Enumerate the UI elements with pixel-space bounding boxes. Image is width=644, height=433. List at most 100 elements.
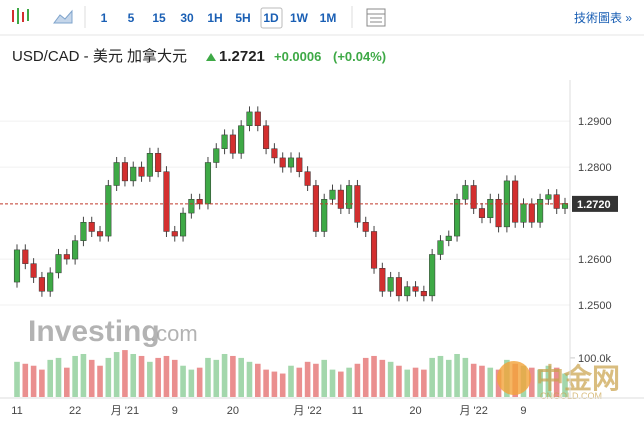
volume-bar xyxy=(246,361,253,397)
volume-bar xyxy=(537,369,543,397)
candle-body xyxy=(72,240,79,260)
volume-bar xyxy=(296,367,303,397)
volume-bar xyxy=(55,357,62,397)
volume-bar xyxy=(454,353,460,397)
candle-body xyxy=(204,162,212,205)
interval-button[interactable]: 1 xyxy=(101,11,108,25)
y-tick-label: 1.2500 xyxy=(578,300,612,312)
candle-body xyxy=(346,185,353,209)
candle-icon[interactable] xyxy=(22,12,24,22)
candle-body xyxy=(221,134,228,149)
volume-bar xyxy=(271,371,278,397)
y-tick-label: 1.2900 xyxy=(578,116,612,128)
watermark: 中金网 xyxy=(536,362,620,394)
x-tick-label: 9 xyxy=(172,405,178,417)
x-tick-label: 月 '22 xyxy=(293,405,321,417)
volume-bar xyxy=(404,369,411,397)
candle-body xyxy=(321,199,328,232)
candle-body xyxy=(379,268,386,292)
candle-body xyxy=(163,171,170,232)
volume-bar xyxy=(462,357,469,397)
candle-body xyxy=(545,194,552,200)
area-icon[interactable] xyxy=(53,9,73,24)
interval-button[interactable]: 1M xyxy=(320,11,337,25)
interval-button[interactable]: 5H xyxy=(235,11,250,25)
volume-bar xyxy=(230,355,236,397)
candle-body xyxy=(304,171,311,186)
volume-bar xyxy=(205,357,211,397)
volume-bar xyxy=(379,359,386,397)
volume-bar xyxy=(97,365,103,397)
interval-button[interactable]: 1D xyxy=(263,11,279,25)
toolbar: 技術圖表 » xyxy=(12,6,632,29)
volume-bar xyxy=(155,357,161,397)
volume-bar xyxy=(147,361,153,397)
candle-body xyxy=(312,185,319,232)
volume-bar xyxy=(113,352,120,397)
volume-bar xyxy=(163,355,170,397)
volume-bar xyxy=(313,363,319,397)
candle-body xyxy=(155,153,162,172)
volume-bar xyxy=(130,353,137,397)
tech-chart-link[interactable]: 技術圖表 » xyxy=(574,11,632,25)
candle-body xyxy=(263,125,270,149)
volume-bar xyxy=(445,359,452,397)
candle-body xyxy=(520,203,527,223)
candle-body xyxy=(171,231,178,237)
volume-bar xyxy=(470,363,477,397)
x-tick-label: 20 xyxy=(409,405,421,417)
interval-button[interactable]: 30 xyxy=(180,11,194,25)
candle-body xyxy=(63,254,70,260)
volume-bar xyxy=(30,365,37,397)
candle-body xyxy=(246,111,253,126)
candle-body xyxy=(437,240,444,255)
interval-button[interactable]: 15 xyxy=(152,11,166,25)
volume-bar xyxy=(362,357,369,397)
x-tick-label: 月 '21 xyxy=(111,405,139,417)
table-icon[interactable] xyxy=(366,8,386,27)
volume-bar xyxy=(47,359,54,397)
candle-icon[interactable] xyxy=(12,10,14,22)
interval-button[interactable]: 1W xyxy=(290,11,309,25)
change: +0.0006 xyxy=(274,49,321,64)
candle-body xyxy=(553,194,560,209)
volume-bar xyxy=(304,361,311,397)
candle-body xyxy=(362,222,369,232)
candle-body xyxy=(96,231,104,237)
candle-body xyxy=(412,286,419,292)
logo xyxy=(497,361,531,395)
candle-body xyxy=(213,148,220,163)
volume-bar xyxy=(396,365,402,397)
interval-button[interactable]: 1H xyxy=(207,11,222,25)
candle-body xyxy=(121,162,128,182)
candle-icon[interactable] xyxy=(17,8,19,24)
candle-body xyxy=(146,153,153,177)
volume-bar xyxy=(346,367,352,397)
candle-body xyxy=(88,222,95,232)
candle-body xyxy=(105,185,112,237)
candle-body xyxy=(196,199,203,205)
candle-body xyxy=(130,166,137,182)
candle-body xyxy=(113,162,120,186)
volume-bar xyxy=(254,363,261,397)
x-tick-label: 20 xyxy=(227,405,239,417)
volume-bar xyxy=(429,357,435,397)
candle-body xyxy=(470,185,477,209)
volume-bar xyxy=(263,369,269,397)
interval-button[interactable]: 5 xyxy=(128,11,135,25)
candle-icon[interactable] xyxy=(27,9,29,21)
volume-bar xyxy=(221,353,228,397)
last-price-label: 1.2720 xyxy=(577,199,611,211)
volume-bar xyxy=(80,353,87,397)
candle-body xyxy=(487,199,494,218)
candle-body xyxy=(229,134,236,154)
volume-bar xyxy=(64,367,70,397)
volume-bar xyxy=(122,350,128,397)
volume-bar xyxy=(105,357,112,397)
candle-body xyxy=(370,231,378,269)
candle-body xyxy=(13,249,21,283)
candle-body xyxy=(337,189,344,209)
candle-body xyxy=(420,291,427,297)
volume-bar xyxy=(14,361,20,397)
up-arrow xyxy=(206,53,216,61)
